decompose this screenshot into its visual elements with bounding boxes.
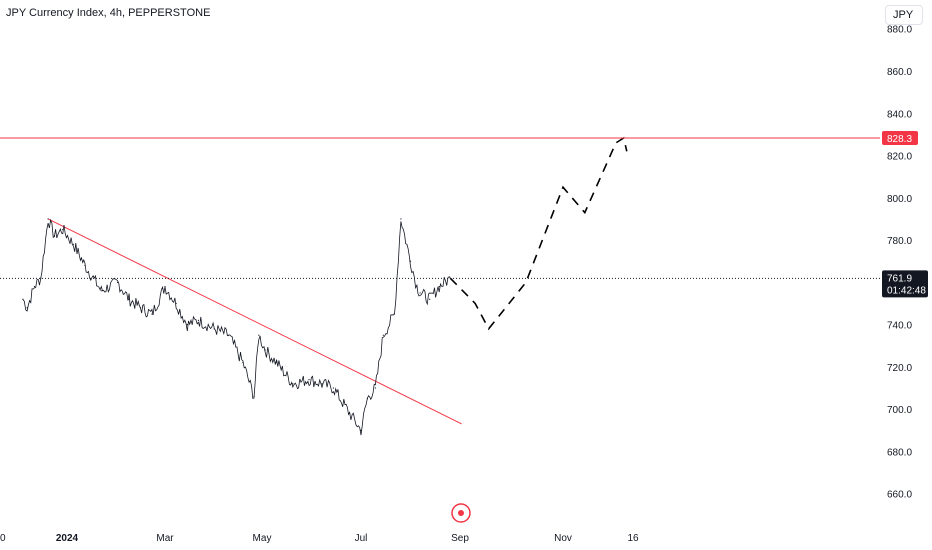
price-point <box>366 397 368 400</box>
price-point <box>374 387 376 389</box>
resistance-price-tag <box>882 130 918 145</box>
trendline-group <box>47 218 462 425</box>
x-tick-label: May <box>253 533 272 544</box>
currency-button[interactable]: JPY <box>885 5 923 25</box>
price-point <box>253 395 255 398</box>
price-point <box>62 228 64 231</box>
price-point <box>360 429 362 431</box>
y-tick-label: 880.0 <box>887 25 912 36</box>
price-point <box>308 378 310 381</box>
price-point <box>242 362 244 364</box>
event-dot-icon[interactable] <box>451 503 471 523</box>
price-point <box>117 281 119 283</box>
price-point <box>321 383 323 385</box>
price-point <box>72 243 75 245</box>
y-tick-label: 700.0 <box>887 405 912 416</box>
price-point <box>438 285 440 288</box>
y-tick-label: 780.0 <box>887 236 912 247</box>
price-point <box>100 290 102 292</box>
price-point <box>409 260 412 262</box>
price-point <box>416 285 418 288</box>
y-tick-label: 800.0 <box>887 194 912 205</box>
projection-group <box>449 136 628 331</box>
y-tick-label: 820.0 <box>887 152 912 163</box>
price-point <box>213 328 215 330</box>
y-tick-label: 840.0 <box>887 109 912 120</box>
last-price-label: 761.9 <box>887 273 912 284</box>
price-point <box>382 334 384 336</box>
resistance-level[interactable]: 828.3 <box>0 130 918 145</box>
price-point <box>228 334 230 336</box>
price-point <box>258 334 260 336</box>
resistance-price-label: 828.3 <box>887 134 912 145</box>
price-point <box>26 307 28 309</box>
projection-path[interactable] <box>449 136 628 331</box>
y-tick-label: 740.0 <box>887 321 912 332</box>
price-point <box>349 412 351 414</box>
price-point <box>84 264 86 267</box>
x-tick-label: 0 <box>0 533 6 544</box>
x-tick-label: Sep <box>451 533 469 544</box>
price-point <box>393 313 396 315</box>
x-tick-label: Mar <box>156 533 174 544</box>
x-axis[interactable]: 0 2024 Mar May Jul Sep Nov 16 <box>0 533 639 544</box>
price-point <box>276 362 278 364</box>
price-point <box>128 298 130 300</box>
y-axis[interactable]: 660.0680.0700.0720.0740.0760.0780.0800.0… <box>887 25 912 501</box>
last-price-tag <box>882 270 928 298</box>
x-tick-label: 2024 <box>56 533 79 544</box>
price-point <box>429 298 431 300</box>
last-price-marker: 761.9 01:42:48 <box>0 270 928 298</box>
y-tick-label: 720.0 <box>887 363 912 374</box>
price-point <box>175 302 177 305</box>
price-point <box>400 218 402 220</box>
x-tick-label: Nov <box>554 533 572 544</box>
trendline[interactable] <box>47 218 462 425</box>
y-tick-label: 860.0 <box>887 67 912 78</box>
chart-title: JPY Currency Index, 4h, PEPPERSTONE <box>6 7 211 19</box>
bar-countdown-label: 01:42:48 <box>887 285 926 296</box>
price-point <box>33 285 36 288</box>
price-point <box>164 285 166 288</box>
price-point <box>264 349 266 351</box>
price-point <box>197 319 199 321</box>
price-series <box>22 218 452 436</box>
x-tick-label: 16 <box>627 533 639 544</box>
price-line <box>22 218 451 436</box>
price-point <box>22 298 24 300</box>
x-tick-label: Jul <box>355 533 368 544</box>
price-point <box>139 307 142 309</box>
price-point <box>332 387 335 389</box>
price-point <box>47 218 49 220</box>
price-point <box>292 383 294 385</box>
price-point <box>40 277 42 279</box>
price-point <box>419 292 421 294</box>
price-point <box>53 235 56 237</box>
y-tick-label: 680.0 <box>887 447 912 458</box>
price-point <box>151 313 153 315</box>
y-tick-label: 660.0 <box>887 490 912 501</box>
price-point <box>186 324 188 326</box>
